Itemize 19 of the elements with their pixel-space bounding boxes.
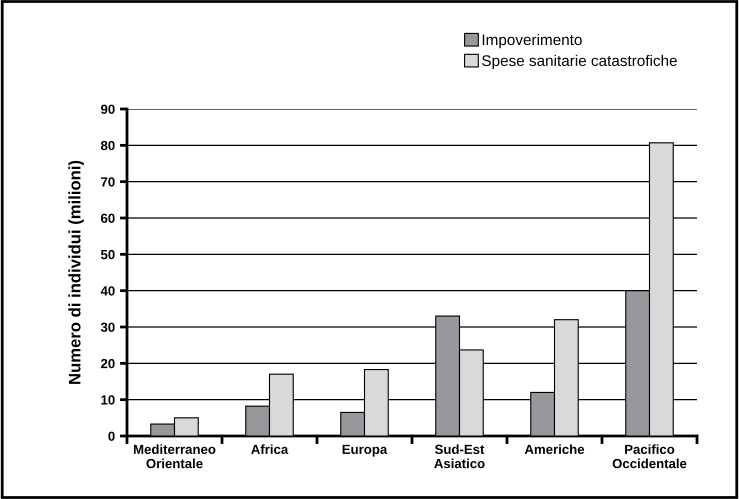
x-tick-label: Africa bbox=[251, 444, 288, 454]
legend-label: Spese sanitarie catastrofiche bbox=[482, 54, 677, 70]
y-tick-label: 50 bbox=[100, 250, 115, 260]
y-tick-label: 80 bbox=[100, 140, 115, 150]
y-tick-label: 0 bbox=[108, 432, 115, 441]
y-tick-label: 70 bbox=[101, 177, 115, 187]
y-tick-label: 30 bbox=[100, 322, 115, 332]
legend-label: Impoverimento bbox=[482, 34, 582, 48]
x-tick-label: Pacifico Occidentale bbox=[612, 444, 686, 468]
y-tick-label: 90 bbox=[100, 104, 115, 114]
x-tick-label: Europa bbox=[342, 444, 388, 457]
y-tick-label: 40 bbox=[100, 286, 115, 296]
y-axis-title: Numero di individui (milioni) bbox=[68, 160, 84, 384]
y-tick-label: 60 bbox=[101, 214, 115, 223]
x-tick-label: Americhe bbox=[524, 444, 584, 454]
x-tick-label: Sud-Est Asiatico bbox=[434, 444, 485, 468]
x-tick-label: Mediterraneo Orientale bbox=[134, 444, 216, 468]
y-tick-label: 10 bbox=[101, 395, 115, 405]
y-tick-label: 20 bbox=[100, 358, 115, 368]
